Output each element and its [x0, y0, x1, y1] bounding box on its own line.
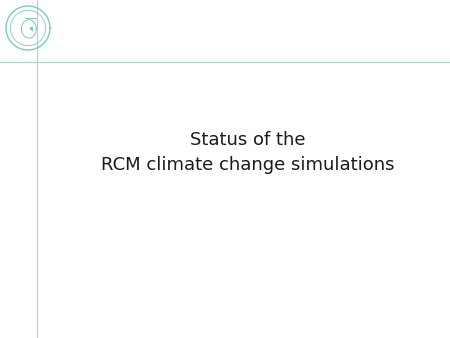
- Text: Status of the
RCM climate change simulations: Status of the RCM climate change simulat…: [101, 130, 394, 174]
